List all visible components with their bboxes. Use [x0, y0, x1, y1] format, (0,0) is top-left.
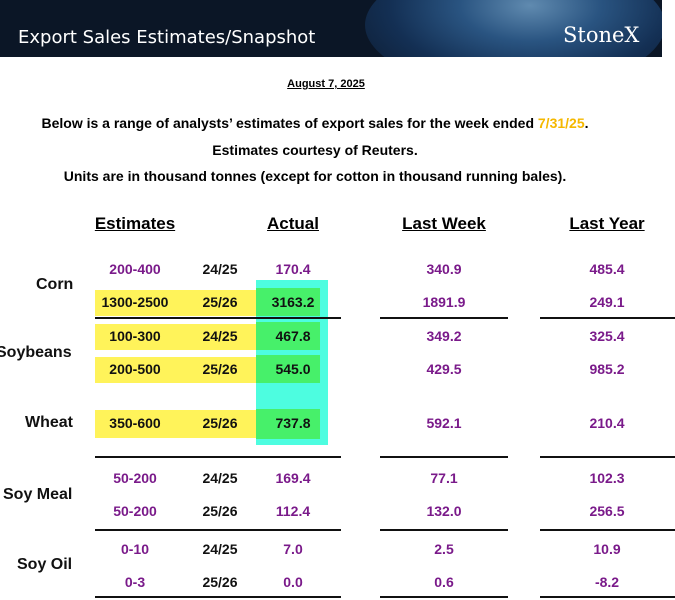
actual-green-highlight: [256, 322, 320, 350]
year-cell: 24/25: [202, 541, 238, 557]
estimate-cell: 50-200: [113, 470, 157, 486]
last-year-cell: 210.4: [589, 415, 625, 431]
last-week-cell: 349.2: [426, 328, 462, 344]
actual-cell: 737.8: [275, 415, 311, 431]
commodity-corn: Corn: [36, 276, 74, 293]
actual-cell: 0.0: [283, 574, 303, 590]
header-last-week: Last Week: [402, 214, 486, 233]
actual-cell: 7.0: [283, 541, 303, 557]
header-actual: Actual: [267, 214, 319, 233]
last-year-cell: 10.9: [593, 541, 621, 557]
last-week-cell: 0.6: [434, 574, 454, 590]
row-divider: [95, 456, 341, 458]
last-week-cell: 1891.9: [422, 294, 466, 310]
year-cell: 25/26: [202, 294, 238, 310]
row-divider: [380, 456, 508, 458]
last-year-cell: 985.2: [589, 361, 625, 377]
page-title: Export Sales Estimates/Snapshot: [18, 27, 316, 48]
actual-green-highlight: [256, 288, 320, 316]
actual-cell: 467.8: [275, 328, 311, 344]
estimate-cell: 0-3: [124, 574, 146, 590]
commodity-soybeans: Soybeans: [0, 344, 72, 361]
actual-green-highlight: [256, 355, 320, 383]
estimate-highlight: [95, 324, 261, 350]
header-banner: Export Sales Estimates/Snapshot StoneX: [0, 0, 662, 57]
row-divider: [380, 596, 508, 598]
row-divider: [540, 596, 675, 598]
last-year-cell: 102.3: [589, 470, 625, 486]
week-ended: 7/31/25: [537, 115, 585, 131]
actual-green-highlight: [256, 409, 320, 439]
actual-cell: 545.0: [275, 361, 311, 377]
commodity-soy-oil: Soy Oil: [17, 556, 73, 573]
estimate-cell: 350-600: [109, 415, 161, 431]
actual-cell: 112.4: [275, 503, 311, 519]
actual-cell: 169.4: [275, 470, 311, 486]
actual-cell: 3163.2: [271, 294, 315, 310]
estimate-cell: 50-200: [113, 503, 157, 519]
year-cell: 24/25: [202, 328, 238, 344]
commodity-soy-meal: Soy Meal: [3, 486, 73, 503]
estimate-cell: 1300-2500: [101, 294, 169, 310]
row-divider: [95, 596, 341, 598]
year-cell: 25/26: [202, 503, 238, 519]
last-week-cell: 2.5: [434, 541, 454, 557]
last-year-cell: 256.5: [589, 503, 625, 519]
last-year-cell: 249.1: [589, 294, 625, 310]
estimate-cell: 100-300: [109, 328, 161, 344]
estimate-highlight: [95, 357, 261, 383]
year-cell: 25/26: [202, 574, 238, 590]
stonex-logo: StoneX: [563, 23, 640, 47]
row-divider: [380, 317, 508, 319]
last-year-cell: 485.4: [589, 261, 625, 277]
last-week-cell: 429.5: [426, 361, 462, 377]
row-divider: [540, 317, 675, 319]
year-cell: 25/26: [202, 415, 238, 431]
row-divider: [540, 529, 675, 531]
year-cell: 25/26: [202, 361, 238, 377]
intro-line-2: Estimates courtesy of Reuters.: [212, 142, 418, 158]
year-cell: 24/25: [202, 470, 238, 486]
row-divider: [540, 456, 675, 458]
last-week-cell: 77.1: [430, 470, 458, 486]
report-date: August 7, 2025: [287, 78, 365, 90]
last-year-cell: 325.4: [589, 328, 625, 344]
row-divider: [95, 317, 341, 319]
commodity-wheat: Wheat: [25, 414, 73, 431]
estimate-cell: 200-400: [109, 261, 161, 277]
estimate-highlight: [95, 290, 261, 316]
last-week-cell: 340.9: [426, 261, 462, 277]
last-week-cell: 132.0: [426, 503, 462, 519]
intro-line-3: Units are in thousand tonnes (except for…: [63, 168, 567, 184]
earth-image: [365, 0, 662, 57]
year-cell: 24/25: [202, 261, 238, 277]
last-week-cell: 592.1: [426, 415, 462, 431]
row-divider: [95, 529, 341, 531]
header-estimates: Estimates: [94, 214, 176, 233]
last-year-cell: -8.2: [594, 574, 620, 590]
estimate-cell: 0-10: [120, 541, 150, 557]
row-divider: [380, 529, 508, 531]
estimate-highlight: [95, 410, 261, 438]
actual-cell: 170.4: [275, 261, 311, 277]
estimate-cell: 200-500: [109, 361, 161, 377]
intro-line-1: Below is a range of analysts’ estimates …: [41, 115, 589, 131]
header-last-year: Last Year: [569, 214, 645, 233]
